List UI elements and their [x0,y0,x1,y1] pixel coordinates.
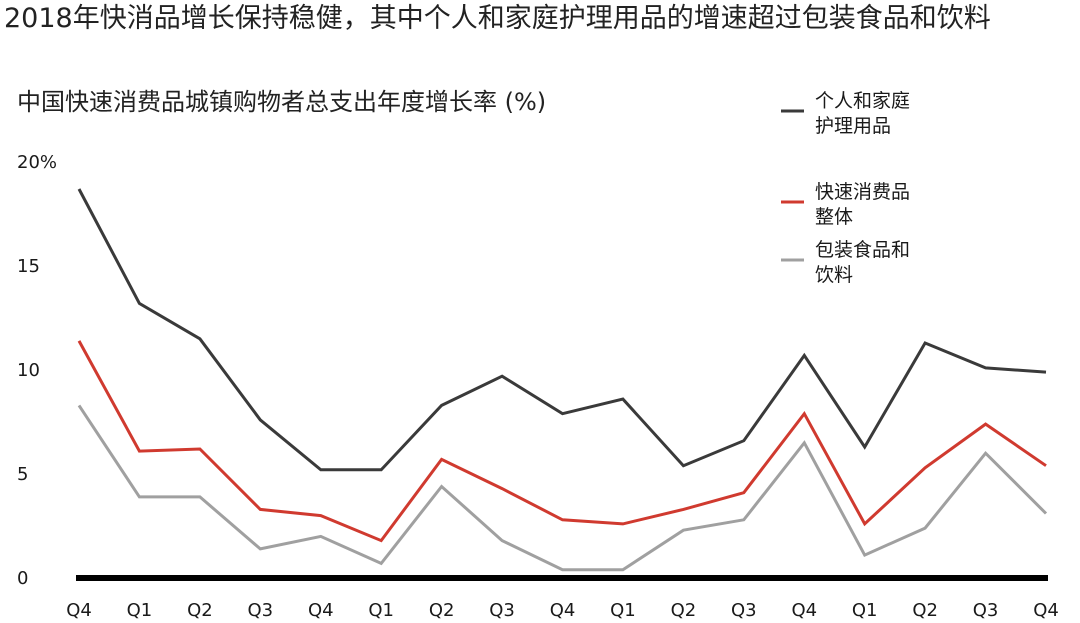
x-tick-label: Q3 [973,600,999,621]
legend-label: 整体 [815,206,853,228]
x-tick-label: Q1 [852,600,878,621]
headline: 2018年快消品增长保持稳健，其中个人和家庭护理用品的增速超过包装食品和饮料 [4,3,991,34]
x-tick-label: Q4 [791,600,817,621]
x-tick-label: Q2 [429,600,455,621]
y-tick-label: 5 [17,464,28,485]
x-tick-label: Q2 [187,600,213,621]
y-tick-label: 0 [17,568,28,589]
legend-label: 快速消费品 [815,181,910,203]
x-tick-label: Q4 [66,600,92,621]
x-tick-label: Q4 [1033,600,1059,621]
series-line-1 [77,188,1047,472]
x-tick-label: Q4 [550,600,576,621]
series-line-3 [77,404,1048,572]
x-tick-label: Q1 [368,600,394,621]
y-tick-label: 20% [17,152,57,173]
x-tick-label: Q1 [610,600,636,621]
x-tick-label: Q1 [127,600,153,621]
y-tick-label: 10 [17,360,40,381]
x-tick-label: Q4 [308,600,334,621]
x-tick-label: Q2 [912,600,938,621]
x-tick-label: Q2 [671,600,697,621]
legend-label: 护理用品 [815,115,891,137]
legend-label: 饮料 [815,264,853,286]
series-line-2 [77,340,1047,543]
x-tick-label: Q3 [489,600,515,621]
y-tick-label: 15 [17,256,40,277]
legend-label: 个人和家庭 [815,90,910,112]
x-tick-label: Q3 [248,600,274,621]
x-tick-label: Q3 [731,600,757,621]
legend-label: 包装食品和 [815,239,910,261]
chart-title: 中国快速消费品城镇购物者总支出年度增长率 (%) [17,88,547,116]
